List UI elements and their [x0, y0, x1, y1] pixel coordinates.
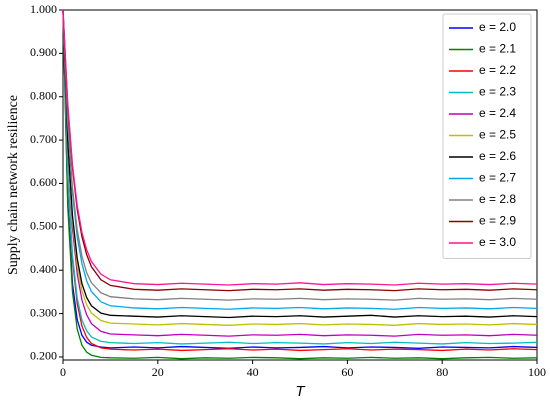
y-tick-label: 1.000 — [30, 2, 57, 16]
legend-label: e = 2.6 — [479, 149, 516, 163]
y-tick-label: 0.900 — [30, 45, 57, 59]
series-line — [62, 9, 538, 326]
x-tick-label: 100 — [528, 365, 546, 379]
y-tick-label: 0.300 — [30, 305, 57, 319]
series-line — [62, 9, 538, 292]
legend-label: e = 2.9 — [479, 214, 516, 228]
y-tick-label: 0.200 — [30, 349, 57, 363]
legend-label: e = 2.1 — [479, 42, 516, 56]
legend-label: e = 2.5 — [479, 128, 516, 142]
series-line — [62, 9, 538, 286]
series-line — [62, 9, 538, 301]
y-tick-label: 0.600 — [30, 175, 57, 189]
y-tick-label: 0.400 — [30, 262, 57, 276]
series-line — [62, 9, 538, 319]
x-tick-label: 80 — [436, 365, 448, 379]
x-tick-label: 60 — [341, 365, 353, 379]
legend-box — [442, 13, 532, 259]
legend-label: e = 2.8 — [479, 192, 516, 206]
series-line — [62, 9, 538, 360]
legend-label: e = 2.0 — [479, 20, 516, 34]
x-tick-label: 0 — [60, 365, 66, 379]
series-line — [62, 9, 538, 310]
plot-frame — [62, 9, 538, 361]
series-line — [62, 9, 538, 345]
series-line — [62, 9, 538, 352]
y-axis-label: Supply chain network resilience — [6, 95, 21, 275]
series-line — [62, 9, 538, 337]
x-tick-label: 40 — [247, 365, 259, 379]
legend-label: e = 2.7 — [479, 171, 516, 185]
y-tick-label: 0.500 — [30, 219, 57, 233]
x-tick-label: 20 — [152, 365, 164, 379]
legend-label: e = 2.4 — [479, 106, 516, 120]
y-tick-label: 0.700 — [30, 132, 57, 146]
y-tick-label: 0.800 — [30, 88, 57, 102]
x-axis-label: T — [295, 383, 306, 400]
legend-label: e = 2.2 — [479, 63, 516, 77]
legend-label: e = 2.3 — [479, 85, 516, 99]
legend-label: e = 3.0 — [479, 235, 516, 249]
